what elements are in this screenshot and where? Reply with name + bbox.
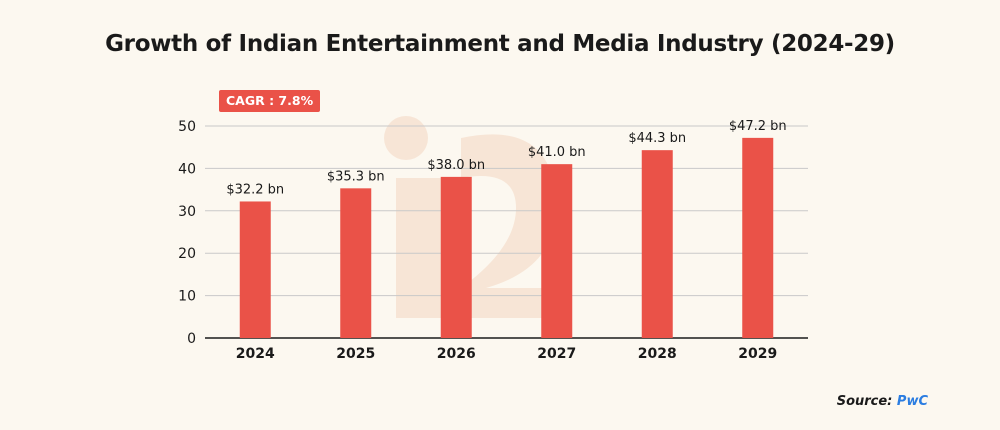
bar-value-label: $44.3 bn: [628, 131, 686, 146]
bar: [340, 188, 372, 338]
x-tick-label: 2028: [638, 346, 677, 362]
watermark-logo: [366, 98, 576, 332]
x-tick-label: 2024: [236, 346, 275, 362]
x-tick-label: 2026: [437, 346, 476, 362]
bar: [641, 150, 673, 338]
x-tick-label: 2029: [738, 346, 777, 362]
x-tick-label: 2027: [537, 346, 576, 362]
source-label: Source:: [836, 394, 893, 409]
bar-value-label: $41.0 bn: [528, 145, 586, 160]
bar: [742, 137, 774, 338]
bar-value-label: $32.2 bn: [226, 182, 284, 197]
bar-value-label: $35.3 bn: [327, 169, 385, 184]
source-name: PwC: [896, 394, 928, 409]
y-tick-label: 20: [178, 246, 196, 262]
y-tick-label: 50: [178, 119, 196, 135]
x-tick-label: 2025: [336, 346, 375, 362]
bar: [541, 164, 573, 338]
cagr-badge: CAGR : 7.8%: [219, 90, 321, 112]
y-tick-label: 10: [178, 289, 196, 305]
y-tick-label: 40: [178, 161, 196, 177]
bar: [440, 176, 472, 338]
bar-value-label: $47.2 bn: [729, 119, 787, 134]
bar: [239, 201, 271, 338]
chart-title: Growth of Indian Entertainment and Media…: [105, 31, 895, 57]
source-note: Source: PwC: [837, 394, 928, 409]
y-tick-label: 0: [187, 331, 196, 347]
y-tick-label: 30: [178, 204, 196, 220]
bar-value-label: $38.0 bn: [427, 158, 485, 173]
